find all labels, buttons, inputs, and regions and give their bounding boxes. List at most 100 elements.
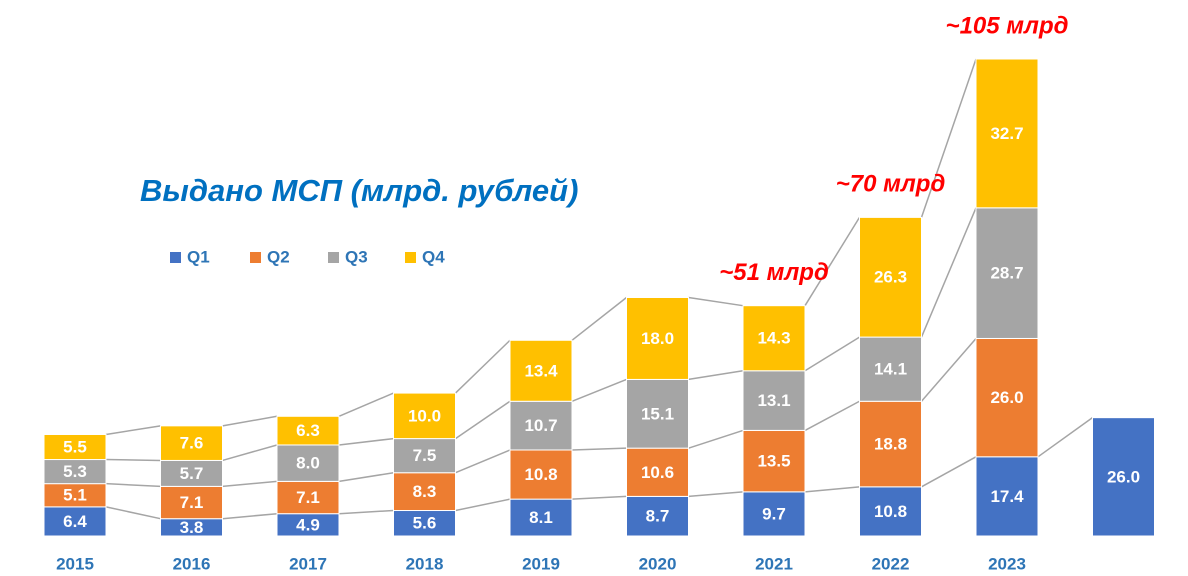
legend-label: Q3 — [345, 247, 368, 266]
bar-segment — [859, 336, 922, 402]
value-label: 6.4 — [63, 512, 87, 531]
value-label: 8.3 — [413, 482, 437, 501]
connector-line — [105, 425, 161, 436]
connector-line — [920, 337, 977, 402]
value-label: 5.3 — [63, 462, 87, 481]
bar-segment — [1092, 417, 1155, 537]
value-label: 13.4 — [524, 361, 558, 380]
x-tick-label: 2016 — [173, 554, 211, 573]
bar-segment — [975, 337, 1039, 458]
connector-line — [571, 447, 627, 451]
value-label: 10.6 — [641, 463, 674, 482]
connector-line — [688, 429, 744, 449]
value-label: 3.8 — [180, 518, 204, 537]
value-label: 4.9 — [296, 515, 320, 534]
connector-line — [571, 495, 627, 500]
connector-line — [222, 444, 278, 462]
value-label: 10.8 — [874, 502, 907, 521]
value-label: 6.3 — [296, 421, 320, 440]
value-label: 8.1 — [529, 508, 553, 527]
value-label: 5.1 — [63, 486, 87, 505]
value-label: 28.7 — [990, 264, 1023, 283]
annotation: ~105 млрд — [946, 12, 1069, 39]
bar-segment — [509, 449, 573, 500]
connector-line — [338, 471, 394, 483]
bar-segment — [43, 506, 107, 537]
value-label: 26.0 — [1107, 467, 1140, 486]
connectors — [105, 58, 1093, 520]
value-label: 32.7 — [990, 124, 1023, 143]
x-tick-label: 2015 — [56, 554, 94, 573]
value-label: 10.0 — [408, 406, 441, 425]
connector-line — [454, 339, 511, 394]
value-label: 26.0 — [990, 388, 1023, 407]
value-label: 7.1 — [180, 493, 204, 512]
connector-line — [688, 491, 744, 498]
bar-segment — [276, 415, 340, 446]
connector-line — [338, 509, 394, 515]
bar-segment — [43, 434, 107, 461]
chart-title: Выдано МСП (млрд. рублей) — [140, 173, 578, 208]
annotation: ~51 млрд — [719, 259, 829, 286]
bar-segment — [742, 429, 806, 493]
connector-line — [920, 58, 977, 218]
bar-segment — [160, 425, 223, 461]
value-label: 13.5 — [757, 452, 790, 471]
bar-segment — [975, 207, 1039, 339]
connector-line — [105, 506, 161, 520]
connector-line — [455, 498, 511, 512]
value-label: 7.5 — [413, 446, 437, 465]
value-label: 5.5 — [63, 438, 87, 457]
connector-line — [688, 370, 744, 381]
legend-swatch — [170, 252, 181, 263]
x-tick-label: 2023 — [988, 554, 1026, 573]
bar-segment — [859, 400, 922, 488]
value-label: 15.1 — [641, 404, 674, 423]
x-tick-label: 2022 — [872, 554, 910, 573]
value-label: 26.3 — [874, 268, 907, 287]
value-label: 18.0 — [641, 329, 674, 348]
value-label: 5.6 — [413, 514, 437, 533]
connector-line — [338, 392, 394, 417]
value-label: 7.1 — [296, 488, 320, 507]
bar-segment — [859, 216, 922, 338]
bar-segment — [626, 447, 689, 497]
legend-swatch — [405, 252, 416, 263]
bar-segment — [43, 459, 107, 485]
bar-segment — [393, 472, 456, 512]
bar-segment — [742, 370, 806, 431]
connector-line — [455, 400, 511, 440]
connector-line — [338, 437, 394, 446]
connector-line — [222, 415, 278, 427]
connector-line — [222, 512, 278, 520]
value-label: 5.7 — [180, 464, 204, 483]
x-tick-label: 2018 — [406, 554, 444, 573]
connector-line — [804, 336, 860, 372]
value-label: 8.0 — [296, 454, 320, 473]
value-label: 9.7 — [762, 504, 786, 523]
value-label: 13.1 — [757, 391, 790, 410]
x-tick-label: 2017 — [289, 554, 327, 573]
bar-segment — [626, 495, 689, 537]
legend-label: Q4 — [422, 247, 445, 266]
bar-segment — [393, 510, 456, 537]
legend-label: Q1 — [187, 247, 210, 266]
legend-swatch — [328, 252, 339, 263]
value-label: 10.7 — [524, 416, 557, 435]
connector-line — [920, 207, 977, 338]
connector-line — [1037, 417, 1093, 458]
bar-segment — [626, 297, 689, 380]
bar-segment — [393, 392, 456, 440]
value-label: 14.1 — [874, 360, 907, 379]
x-tick-label: 2020 — [639, 554, 677, 573]
bar-segment — [509, 400, 573, 451]
bar-segment — [975, 58, 1039, 209]
bar-segment — [626, 378, 689, 449]
bar-segment — [742, 491, 806, 537]
value-label: 18.8 — [874, 435, 907, 454]
connector-line — [571, 296, 627, 341]
value-label: 14.3 — [757, 329, 790, 348]
connector-line — [105, 482, 161, 488]
connector-line — [804, 216, 861, 307]
